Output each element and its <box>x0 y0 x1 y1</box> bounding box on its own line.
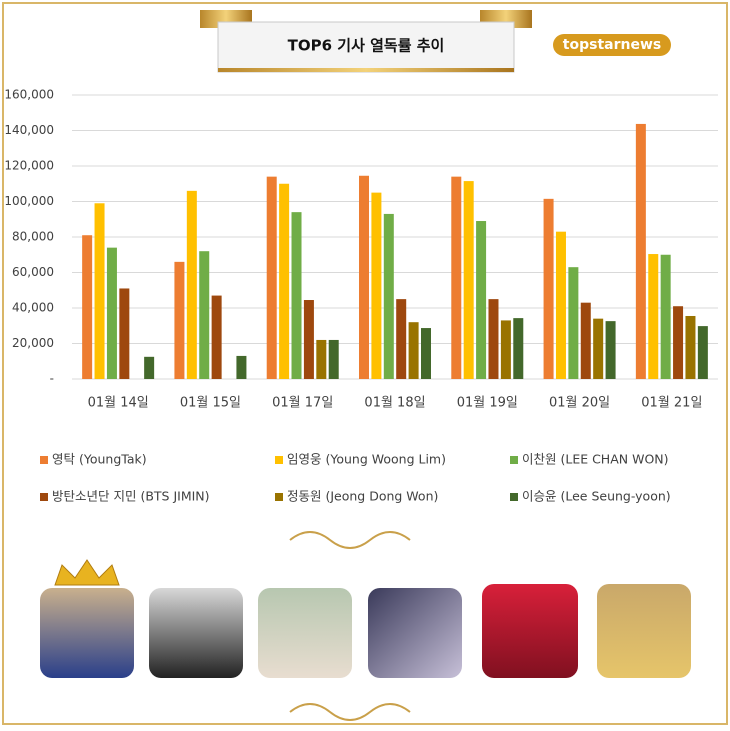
bar <box>316 339 327 379</box>
legend-label: 정동원 (Jeong Dong Won) <box>287 489 438 504</box>
bar <box>199 251 210 379</box>
bar <box>593 318 604 379</box>
crown-icon <box>54 559 120 586</box>
bar <box>500 320 511 379</box>
bar <box>266 176 277 379</box>
bar <box>580 302 591 379</box>
legend-swatch <box>40 493 48 501</box>
chart-title: TOP6 기사 열독률 추이 <box>288 37 445 55</box>
x-tick-label: 01월 20일 <box>549 396 610 411</box>
bar <box>106 247 117 379</box>
bar <box>476 221 487 379</box>
bar <box>660 254 671 379</box>
photo <box>149 588 243 678</box>
bar <box>635 123 646 380</box>
legend-label: 방탄소년단 지민 (BTS JIMIN) <box>52 489 210 504</box>
legend-swatch <box>275 493 283 501</box>
bar <box>421 328 431 379</box>
photo <box>40 588 134 678</box>
x-tick-label: 01월 15일 <box>180 396 241 411</box>
legend-swatch <box>510 456 518 464</box>
bar <box>697 326 708 379</box>
bar <box>685 315 696 379</box>
bar <box>463 181 474 379</box>
bar <box>648 254 659 379</box>
bar <box>383 213 394 379</box>
bar <box>211 295 222 379</box>
y-tick-label: 60,000 <box>12 265 54 279</box>
bar <box>605 321 616 379</box>
x-tick-label: 01월 21일 <box>641 396 702 411</box>
bar <box>555 231 566 379</box>
x-tick-label: 01월 14일 <box>88 396 149 411</box>
legend-swatch <box>275 456 283 464</box>
bar <box>279 183 290 379</box>
bar <box>186 190 197 379</box>
bar <box>94 203 105 379</box>
bar <box>291 212 302 379</box>
photo <box>482 584 578 678</box>
y-tick-label: 20,000 <box>12 336 54 350</box>
y-tick-label: 100,000 <box>4 194 54 208</box>
y-tick-label: 120,000 <box>4 159 54 173</box>
bar <box>513 318 524 379</box>
x-tick-label: 01월 17일 <box>272 396 333 411</box>
bar <box>119 288 130 379</box>
x-tick-label: 01월 19일 <box>457 396 518 411</box>
bar <box>673 306 684 379</box>
legend-swatch <box>40 456 48 464</box>
y-tick-label: 160,000 <box>4 88 54 102</box>
bar <box>408 322 419 379</box>
legend-label: 임영웅 (Young Woong Lim) <box>287 452 446 467</box>
bar <box>396 299 407 379</box>
title-banner <box>217 21 515 73</box>
bar <box>568 267 579 379</box>
y-tick-label: - <box>50 372 54 386</box>
photo <box>258 588 352 678</box>
bar <box>543 198 554 379</box>
brand-badge <box>553 34 671 56</box>
bar <box>303 300 314 379</box>
bar <box>371 192 382 379</box>
photo <box>368 588 462 678</box>
legend-label: 이찬원 (LEE CHAN WON) <box>522 452 669 467</box>
y-tick-label: 140,000 <box>4 123 54 137</box>
ornament <box>289 531 411 549</box>
y-tick-label: 80,000 <box>12 230 54 244</box>
y-tick-label: 40,000 <box>12 301 54 315</box>
x-tick-label: 01월 18일 <box>364 396 425 411</box>
bar <box>488 299 499 379</box>
ornament <box>289 703 411 721</box>
bar <box>82 235 93 379</box>
bar <box>451 176 462 379</box>
legend-label: 이승윤 (Lee Seung-yoon) <box>522 489 671 504</box>
banner-edge <box>218 68 514 72</box>
bar <box>328 339 339 379</box>
bar <box>174 261 185 379</box>
photo <box>597 584 691 678</box>
bar <box>359 175 369 379</box>
brand-logo: topstarnews <box>563 37 661 53</box>
legend-swatch <box>510 493 518 501</box>
bar <box>144 356 155 379</box>
bar <box>236 355 247 379</box>
legend-label: 영탁 (YoungTak) <box>52 452 147 467</box>
